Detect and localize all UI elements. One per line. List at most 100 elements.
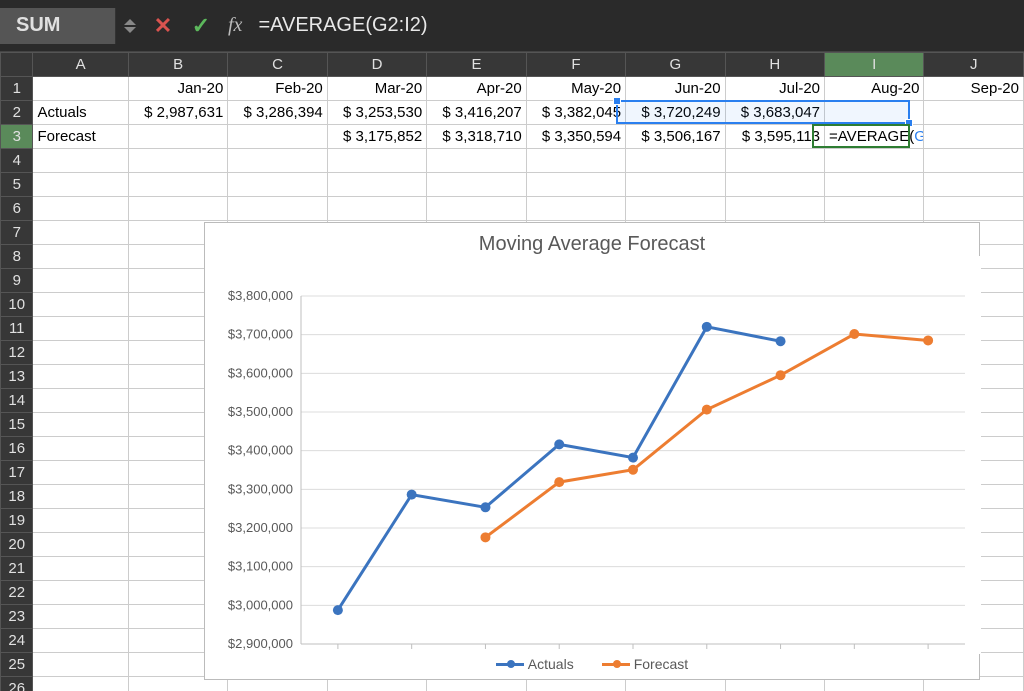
row-header[interactable]: 2 <box>1 101 33 125</box>
row-header[interactable]: 10 <box>1 293 33 317</box>
cell[interactable] <box>33 557 128 581</box>
cell[interactable] <box>33 581 128 605</box>
row-header[interactable]: 12 <box>1 341 33 365</box>
cell[interactable] <box>33 509 128 533</box>
cell[interactable] <box>924 197 1024 221</box>
row-header[interactable]: 9 <box>1 269 33 293</box>
cell[interactable] <box>33 77 128 101</box>
cell[interactable] <box>33 461 128 485</box>
cell[interactable]: Forecast <box>33 125 128 149</box>
cell[interactable] <box>228 197 327 221</box>
cell[interactable] <box>228 149 327 173</box>
row-header[interactable]: 19 <box>1 509 33 533</box>
cell[interactable] <box>33 653 128 677</box>
cell[interactable] <box>33 365 128 389</box>
column-header[interactable]: A <box>33 53 128 77</box>
cell[interactable] <box>33 149 128 173</box>
cell[interactable] <box>626 149 725 173</box>
cell[interactable]: Jan-20 <box>128 77 227 101</box>
cell[interactable] <box>128 173 227 197</box>
cell[interactable] <box>128 149 227 173</box>
cell[interactable] <box>327 197 426 221</box>
row-header[interactable]: 14 <box>1 389 33 413</box>
cell[interactable] <box>526 197 625 221</box>
cell[interactable]: $ 3,595,113 <box>725 125 824 149</box>
cell[interactable] <box>825 101 924 125</box>
chart-object[interactable]: Moving Average Forecast $2,900,000$3,000… <box>204 222 980 680</box>
name-box-dropdown[interactable] <box>116 19 144 33</box>
cell[interactable] <box>228 125 327 149</box>
row-header[interactable]: 8 <box>1 245 33 269</box>
cell[interactable] <box>33 197 128 221</box>
cell[interactable] <box>526 149 625 173</box>
row-header[interactable]: 15 <box>1 413 33 437</box>
cell[interactable] <box>33 413 128 437</box>
row-header[interactable]: 1 <box>1 77 33 101</box>
row-header[interactable]: 3 <box>1 125 33 149</box>
column-header[interactable]: J <box>924 53 1024 77</box>
row-header[interactable]: 18 <box>1 485 33 509</box>
cell[interactable] <box>33 293 128 317</box>
row-header[interactable]: 22 <box>1 581 33 605</box>
cell[interactable] <box>33 677 128 691</box>
cell[interactable]: $ 3,382,045 <box>526 101 625 125</box>
cell[interactable] <box>427 197 526 221</box>
formula-accept-button[interactable]: ✓ <box>182 7 220 45</box>
cell[interactable] <box>33 437 128 461</box>
cell[interactable] <box>33 245 128 269</box>
cell[interactable]: $ 3,350,594 <box>526 125 625 149</box>
cell[interactable]: =AVERAGE(G2:I2) <box>825 125 924 149</box>
cell[interactable] <box>526 173 625 197</box>
cell[interactable]: Actuals <box>33 101 128 125</box>
cell[interactable]: Mar-20 <box>327 77 426 101</box>
cell[interactable] <box>327 149 426 173</box>
cell[interactable] <box>33 269 128 293</box>
row-header[interactable]: 5 <box>1 173 33 197</box>
cell[interactable] <box>33 629 128 653</box>
cell[interactable] <box>427 149 526 173</box>
row-header[interactable]: 26 <box>1 677 33 691</box>
row-header[interactable]: 25 <box>1 653 33 677</box>
cell[interactable] <box>33 341 128 365</box>
cell[interactable]: $ 3,506,167 <box>626 125 725 149</box>
formula-input[interactable] <box>250 14 1024 37</box>
row-header[interactable]: 24 <box>1 629 33 653</box>
row-header[interactable]: 11 <box>1 317 33 341</box>
column-header[interactable]: D <box>327 53 426 77</box>
formula-cancel-button[interactable]: ✕ <box>144 7 182 45</box>
column-header[interactable]: G <box>626 53 725 77</box>
row-header[interactable]: 16 <box>1 437 33 461</box>
cell[interactable] <box>725 149 824 173</box>
cell[interactable] <box>725 197 824 221</box>
cell[interactable]: $ 3,286,394 <box>228 101 327 125</box>
cell[interactable] <box>327 173 426 197</box>
cell[interactable] <box>626 173 725 197</box>
cell[interactable] <box>33 389 128 413</box>
cell[interactable]: $ 3,318,710 <box>427 125 526 149</box>
row-header[interactable]: 17 <box>1 461 33 485</box>
cell[interactable]: Feb-20 <box>228 77 327 101</box>
cell[interactable] <box>924 125 1024 149</box>
cell[interactable] <box>924 173 1024 197</box>
row-header[interactable]: 7 <box>1 221 33 245</box>
cell[interactable]: $ 3,175,852 <box>327 125 426 149</box>
fx-icon[interactable]: fx <box>220 14 250 37</box>
select-all-corner[interactable] <box>1 53 33 77</box>
cell[interactable] <box>825 173 924 197</box>
cell[interactable] <box>825 149 924 173</box>
cell[interactable] <box>33 317 128 341</box>
cell[interactable] <box>427 173 526 197</box>
cell[interactable]: $ 2,987,631 <box>128 101 227 125</box>
cell[interactable]: Jul-20 <box>725 77 824 101</box>
cell[interactable]: $ 3,416,207 <box>427 101 526 125</box>
column-header[interactable]: I <box>825 53 924 77</box>
cell[interactable]: $ 3,683,047 <box>725 101 824 125</box>
row-header[interactable]: 4 <box>1 149 33 173</box>
cell[interactable] <box>725 173 824 197</box>
name-box[interactable]: SUM <box>0 8 116 44</box>
cell[interactable]: Aug-20 <box>825 77 924 101</box>
cell[interactable] <box>33 605 128 629</box>
cell[interactable]: May-20 <box>526 77 625 101</box>
cell[interactable] <box>33 221 128 245</box>
cell[interactable] <box>924 149 1024 173</box>
